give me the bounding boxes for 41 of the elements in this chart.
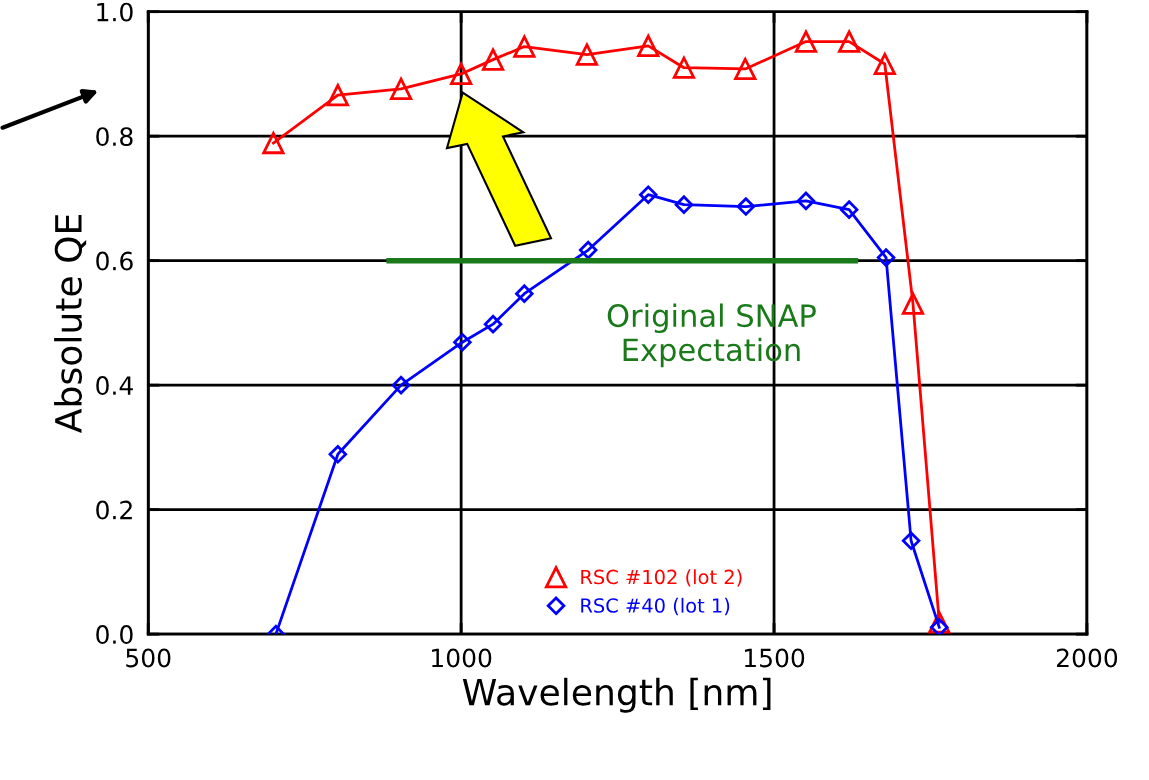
x-tick-label: 1000 [432, 648, 492, 668]
point [262, 131, 285, 155]
point [901, 531, 921, 551]
x-tick-label: 500 [126, 648, 171, 668]
point [481, 48, 505, 71]
point [637, 34, 660, 58]
point [901, 292, 925, 315]
point [513, 35, 536, 58]
x-axis-title: Wavelength [nm] [462, 677, 771, 713]
point [674, 195, 694, 214]
y-tick-label: 0.6 [96, 251, 133, 271]
y-tick-label: 0.4 [96, 376, 133, 396]
point [575, 41, 599, 66]
point [453, 332, 472, 352]
y-tick-label: 1.0 [97, 2, 133, 22]
point [483, 314, 503, 334]
point [876, 248, 896, 267]
point [736, 197, 756, 216]
point [328, 445, 348, 464]
y-tick-label: 0.8 [96, 127, 133, 147]
point [839, 200, 859, 219]
point [450, 62, 473, 86]
y-tick-label: 0.0 [96, 625, 133, 644]
point [734, 57, 757, 81]
legend-label: RSC #40 (lot 1) [581, 597, 730, 616]
point [838, 30, 861, 53]
point [796, 191, 816, 211]
x-tick-label: 2000 [1056, 648, 1118, 668]
point [389, 77, 413, 100]
point [326, 83, 349, 107]
legend-label: RSC #102 (lot 2) [581, 569, 742, 587]
y-tick-label: 0.2 [96, 500, 132, 520]
y-axis-title: Absolute QE [54, 214, 87, 433]
point [515, 284, 534, 303]
point [578, 240, 598, 260]
point [639, 185, 658, 204]
point [794, 30, 818, 53]
point [873, 52, 896, 76]
x-tick-label: 1500 [744, 648, 805, 668]
point [672, 56, 696, 79]
point [391, 375, 411, 395]
